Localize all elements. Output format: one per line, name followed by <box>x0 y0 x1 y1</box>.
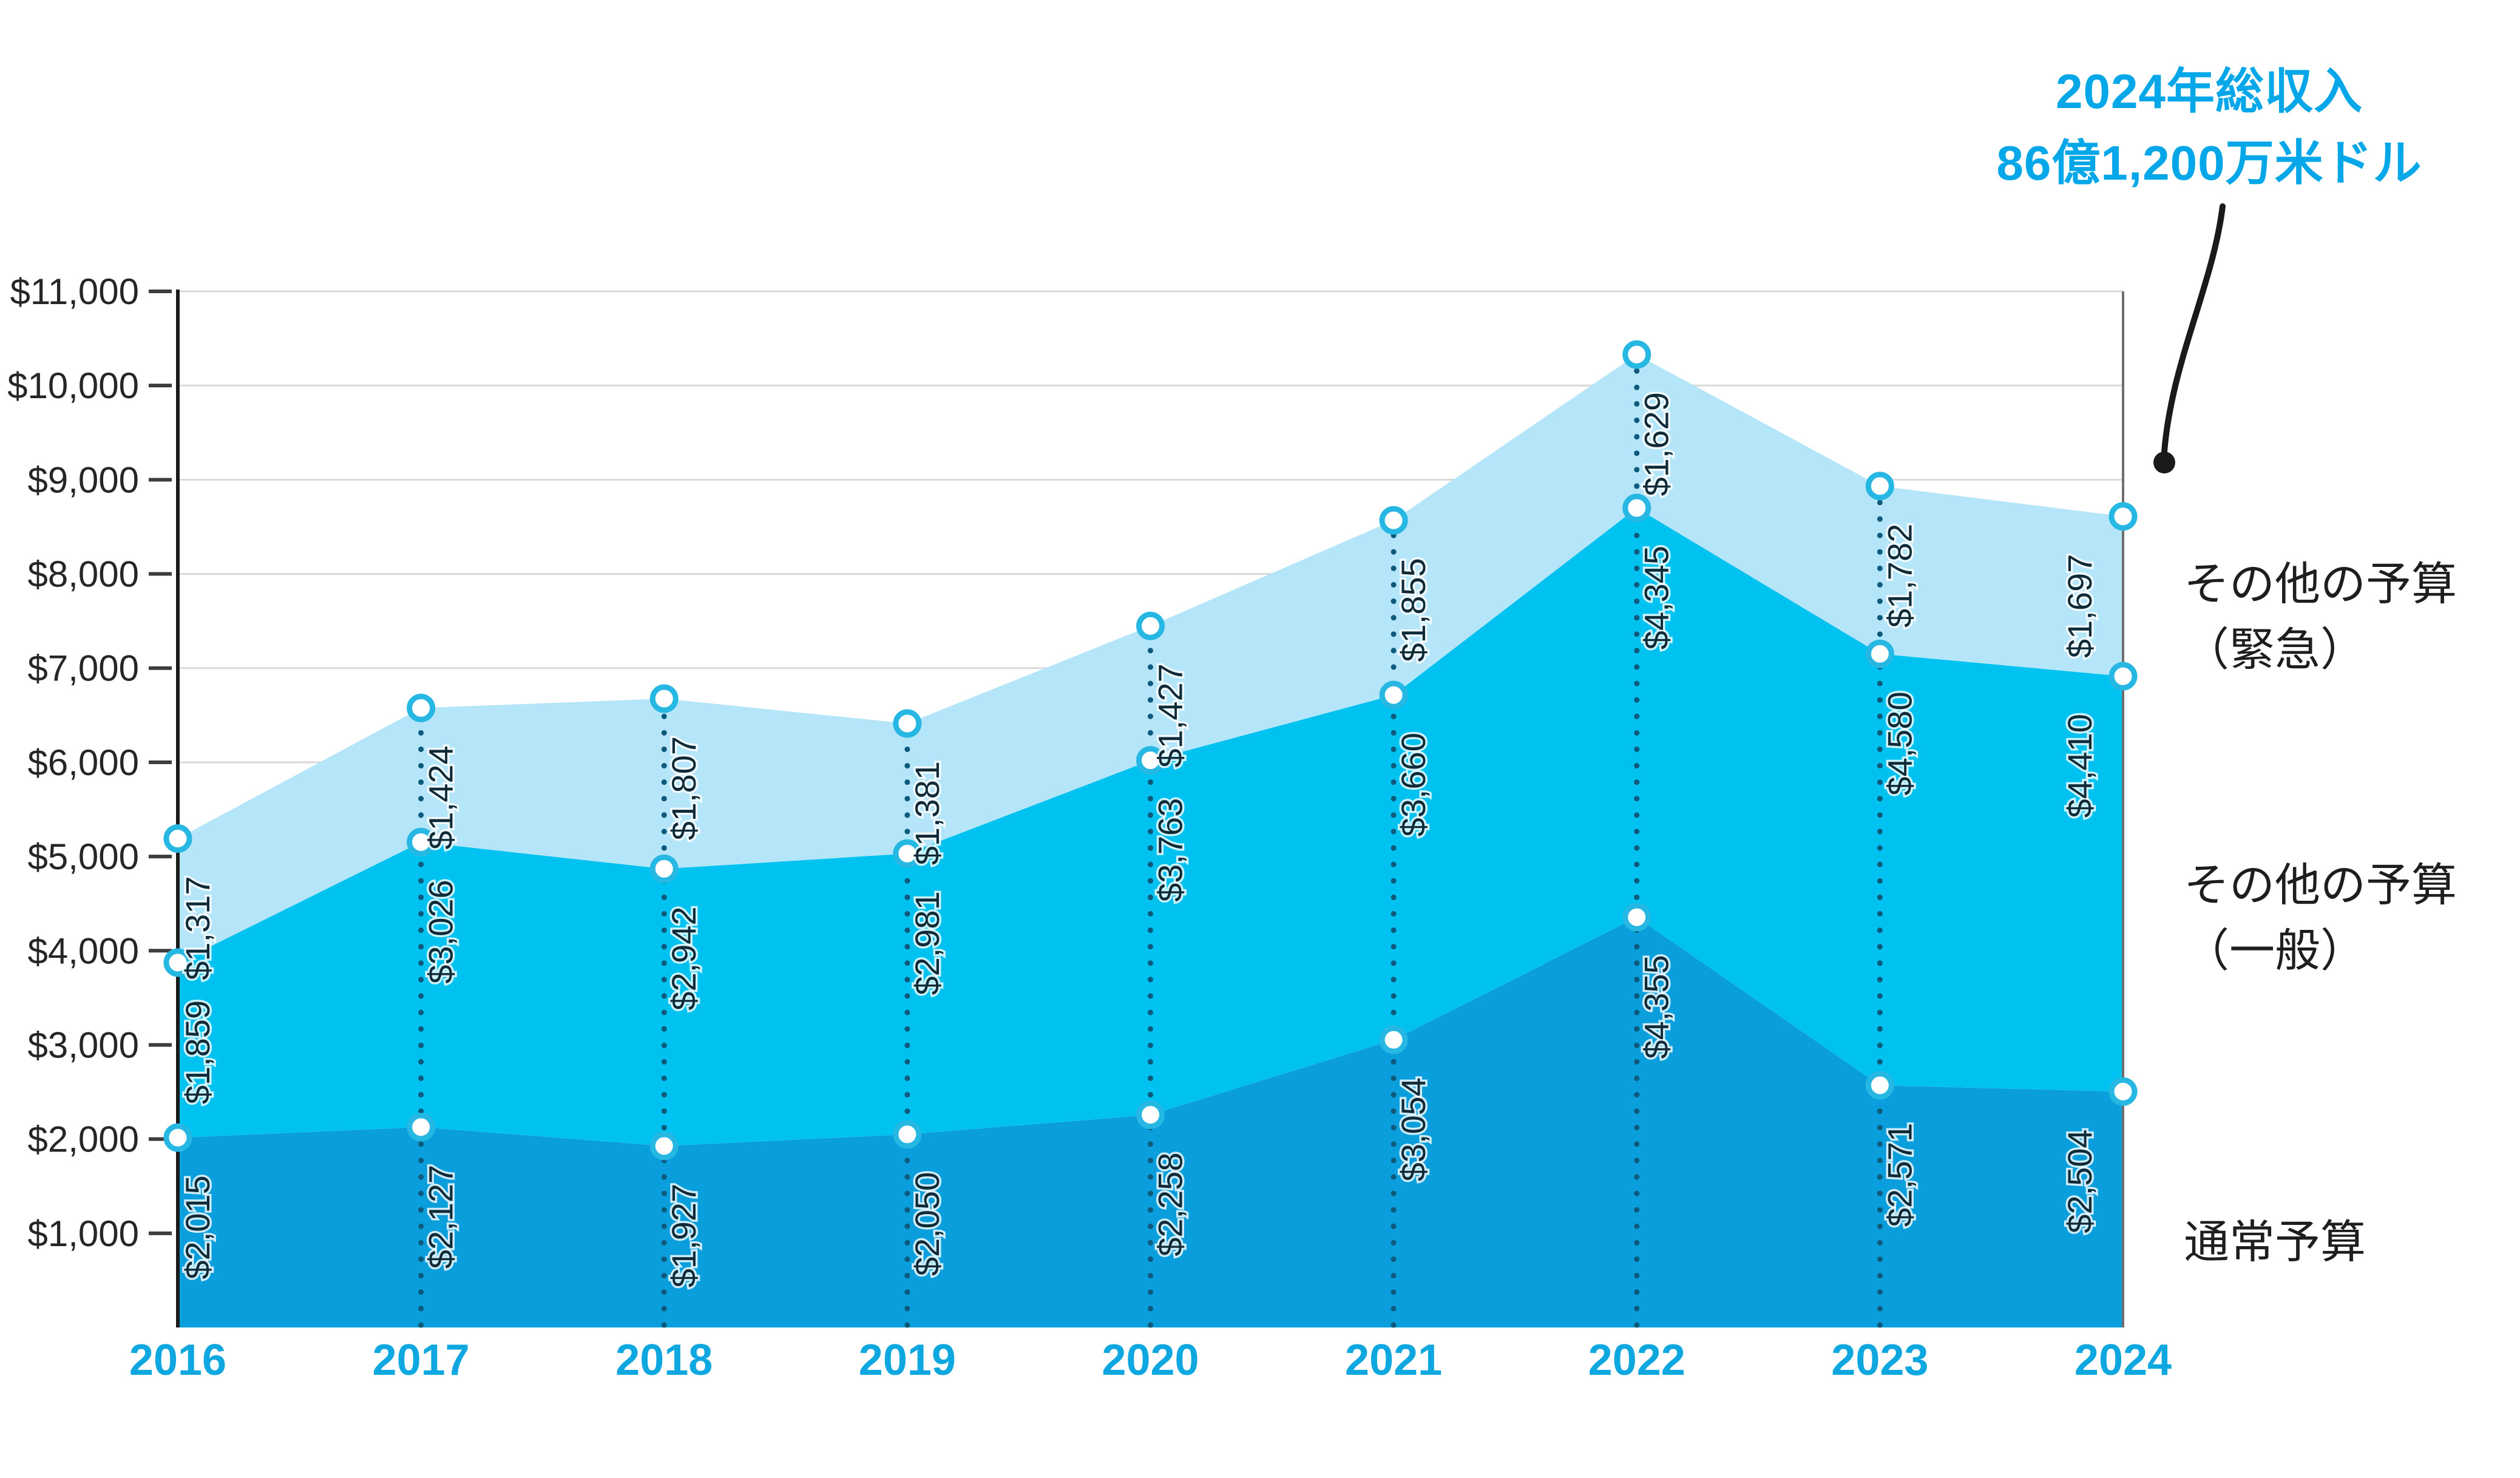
data-point-marker <box>649 1131 679 1161</box>
data-label: $2,015 <box>178 1175 217 1279</box>
data-label: $2,504 <box>2061 1129 2099 1233</box>
data-label: $2,571 <box>1880 1123 1919 1227</box>
data-point-marker <box>407 827 436 856</box>
data-point-marker <box>1622 340 1651 369</box>
data-label: $3,763 <box>1151 798 1190 902</box>
y-tick-label: $11,000 <box>10 271 139 312</box>
y-tick-label: $5,000 <box>27 836 139 877</box>
x-tick-label: 2018 <box>615 1336 713 1385</box>
data-label: $1,807 <box>665 736 703 840</box>
data-point-marker <box>649 684 679 713</box>
data-label: $1,629 <box>1638 392 1676 496</box>
data-point-marker <box>163 824 192 853</box>
x-tick-label: 2024 <box>2075 1336 2172 1385</box>
y-tick-label: $8,000 <box>27 554 139 595</box>
data-label: $2,127 <box>422 1165 460 1269</box>
y-tick-label: $2,000 <box>27 1119 139 1160</box>
y-tick-label: $10,000 <box>7 365 139 406</box>
y-tick-label: $4,000 <box>27 931 139 971</box>
data-label: $1,855 <box>1394 558 1432 662</box>
x-tick-label: 2016 <box>129 1336 226 1385</box>
y-tick-label: $7,000 <box>27 648 139 689</box>
data-label: $1,427 <box>1151 663 1190 767</box>
data-point-marker <box>407 693 436 722</box>
x-tick-label: 2019 <box>859 1336 956 1385</box>
data-point-marker <box>1136 611 1165 640</box>
data-point-marker <box>1379 680 1408 710</box>
data-point-marker <box>893 709 922 738</box>
data-point-marker <box>893 839 922 868</box>
data-point-marker <box>1622 903 1651 932</box>
data-point-marker <box>163 1123 192 1152</box>
data-point-marker <box>2108 662 2138 691</box>
x-tick-label: 2020 <box>1102 1336 1199 1385</box>
data-point-marker <box>1379 1025 1408 1054</box>
data-point-marker <box>1865 1071 1894 1100</box>
data-point-marker <box>2108 1077 2138 1106</box>
annotation-arrow-dot <box>2153 452 2175 473</box>
y-tick-label: $3,000 <box>27 1025 139 1065</box>
data-label: $1,927 <box>665 1184 703 1287</box>
annotation-line1: 2024年総収入 <box>2056 64 2363 118</box>
x-tick-label: 2017 <box>373 1336 470 1385</box>
data-point-marker <box>893 1120 922 1149</box>
data-point-marker <box>163 948 192 977</box>
data-label: $3,660 <box>1394 733 1432 836</box>
x-tick-label: 2021 <box>1345 1336 1442 1385</box>
x-tick-label: 2022 <box>1588 1336 1685 1385</box>
data-point-marker <box>649 854 679 883</box>
data-point-marker <box>1865 472 1894 501</box>
data-label: $1,424 <box>422 745 460 849</box>
data-label: $3,026 <box>422 880 460 983</box>
data-point-marker <box>1136 1100 1165 1130</box>
data-label: $1,782 <box>1880 524 1919 628</box>
y-tick-label: $9,000 <box>27 459 139 500</box>
data-point-marker <box>2108 502 2138 531</box>
data-point-marker <box>1379 506 1408 535</box>
data-label: $1,317 <box>178 876 217 980</box>
data-label: $4,410 <box>2061 714 2099 818</box>
annotation-total-2024: 2024年総収入 86億1,200万米ドル <box>1906 56 2513 199</box>
y-tick-label: $1,000 <box>27 1213 139 1254</box>
data-point-marker <box>1622 493 1651 523</box>
data-label: $2,942 <box>665 906 703 1010</box>
x-tick-label: 2023 <box>1831 1336 1928 1385</box>
data-point-marker <box>407 1113 436 1142</box>
data-label: $4,345 <box>1638 546 1676 649</box>
annotation-arrow <box>2161 203 2226 455</box>
y-tick-label: $6,000 <box>27 742 139 783</box>
data-label: $4,355 <box>1638 955 1676 1059</box>
data-label: $1,859 <box>178 1000 217 1104</box>
data-label: $2,258 <box>1151 1153 1190 1256</box>
data-label: $1,381 <box>908 761 946 865</box>
annotation-line2: 86億1,200万米ドル <box>1996 136 2422 190</box>
data-label: $4,580 <box>1880 691 1919 795</box>
data-label: $1,697 <box>2061 554 2099 658</box>
data-point-marker <box>1136 746 1165 775</box>
data-label: $2,981 <box>908 891 946 995</box>
data-point-marker <box>1865 639 1894 668</box>
data-label: $2,050 <box>908 1172 946 1276</box>
data-label: $3,054 <box>1394 1077 1432 1181</box>
